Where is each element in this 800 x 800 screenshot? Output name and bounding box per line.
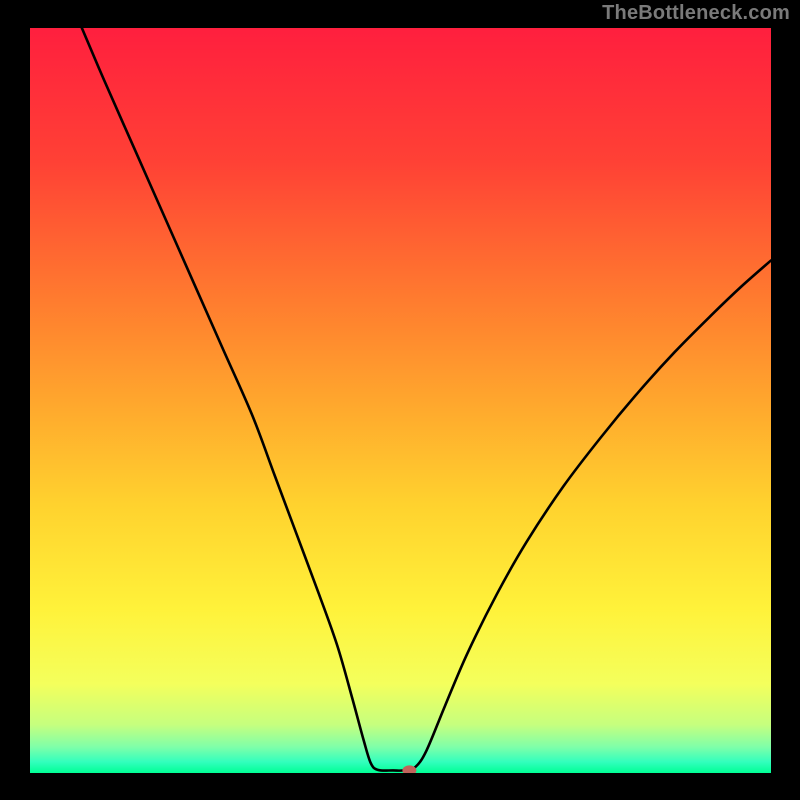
chart-frame: TheBottleneck.com bbox=[0, 0, 800, 800]
plot-area bbox=[30, 28, 771, 773]
gradient-background bbox=[30, 28, 771, 773]
bottleneck-curve-chart bbox=[30, 28, 771, 773]
watermark-text: TheBottleneck.com bbox=[602, 2, 790, 25]
